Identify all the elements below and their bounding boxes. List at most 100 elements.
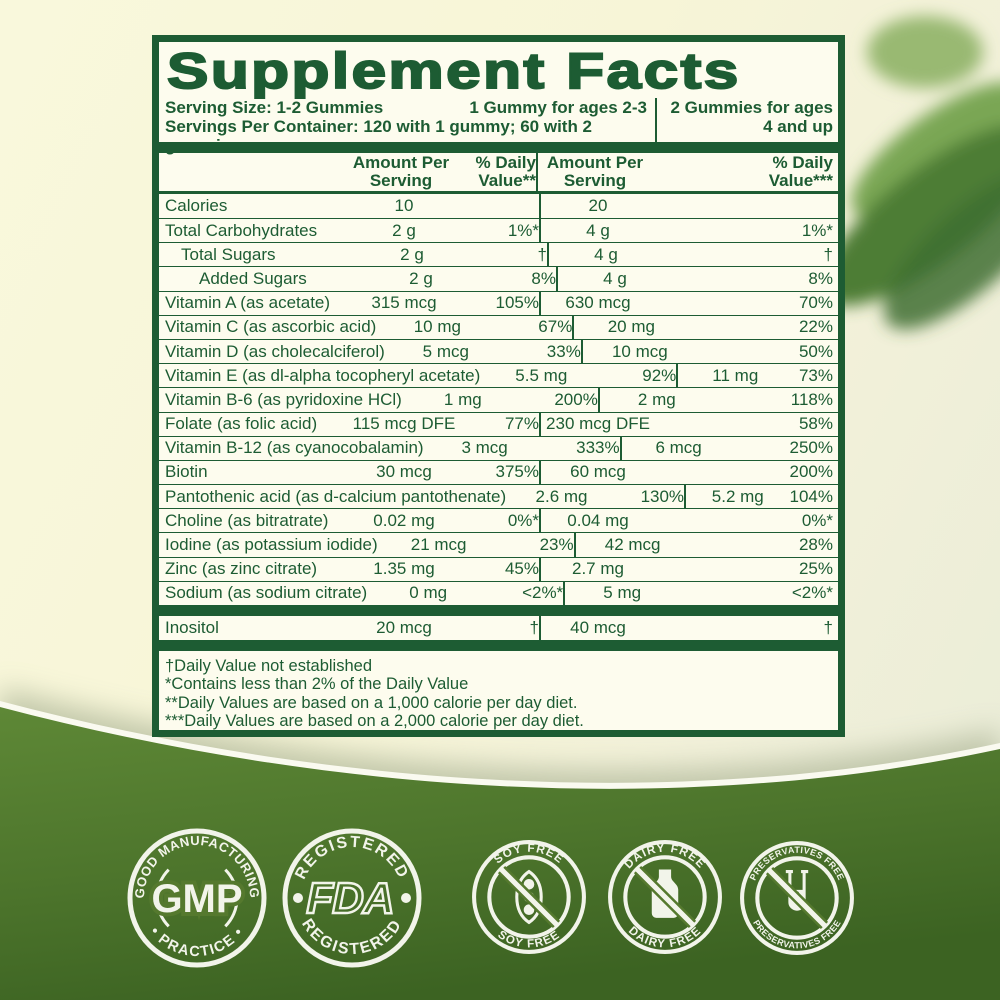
amount-1: 2 g [400,244,424,264]
nutrient-name: Vitamin E (as dl-alpha tocopheryl acetat… [165,365,481,385]
daily-value-1: 77% [504,414,539,434]
amount-1: 2 g [392,220,416,240]
badge-ring [127,828,267,968]
gmp-inner-arc [224,868,239,928]
amount-1: 21 mcg [410,535,467,555]
amount-2: 42 mcg [573,533,690,557]
column-headers: Amount Per Serving % Daily Value** Amount … [159,153,838,191]
daily-value-1: 0%* [507,510,539,530]
leaf-decoration [821,16,1000,330]
footnote-line: †Daily Value not established [165,657,372,676]
nutrient-name: Sodium (as sodium citrate) [165,583,368,603]
amount-1: 1.35 mg [373,559,435,579]
serving-size-line: Serving Size: 1-2 Gummies [165,98,384,117]
daily-value-1: 375% [495,462,539,482]
header-amount-per-serving-2: Amount Per Serving [536,153,652,191]
nutrient-name: Total Carbohydrates [165,220,318,240]
amount-2: 4 g [556,267,672,291]
daily-value-2: 70% [798,293,833,313]
amount-1: 30 mcg [376,462,432,482]
daily-value-2: 28% [798,535,833,555]
badge-ring [740,841,854,955]
nutrient-row: Added Sugars 2 g 8% 4 g 8% [159,266,838,291]
daily-value-1: 200% [554,389,598,409]
soy-top-arc-text: SOY FREE [492,842,566,867]
dairy-free-badge: DAIRY FREE DAIRY FREE [608,840,722,954]
amount-1: 10 mg [413,317,461,337]
daily-value-1: 105% [495,293,539,313]
amount-1: 0 mg [409,583,448,603]
amount-2: 11 mg [676,364,792,388]
header-daily-value-2: % Daily Value*** [768,152,833,190]
fda-registered-badge: FDA REGISTERED REGISTERED [282,828,422,968]
nutrient-name: Vitamin A (as acetate) [165,293,331,313]
daily-value-1: <2%* [522,583,564,603]
daily-value-2: 200% [789,462,833,482]
daily-value-2: 73% [798,365,833,385]
no-circle [487,855,571,939]
amount-2: 2.7 mg [539,557,655,581]
footnote-line: ***Daily Values are based on a 2,000 cal… [165,711,584,730]
serving-note-ages-4up-line2: 4 and up [763,117,833,136]
header-underline [159,190,838,194]
amount-2: 6 mcg [619,436,736,460]
header-amount-per-serving-1: Amount Per Serving [352,152,450,190]
daily-value-1: 92% [642,365,677,385]
amount-1: 115 mcg DFE [352,414,456,434]
no-circle [755,856,839,940]
amount-2: 5 mg [563,581,679,605]
daily-value-2: 50% [798,341,833,361]
nutrient-name: Vitamin B-12 (as cyanocobalamin) [165,438,424,458]
serving-note-ages-4up-line1: 2 Gummies for ages [670,98,833,117]
daily-value-1: 8% [531,268,556,288]
daily-value-1: 67% [538,317,573,337]
nutrient-name: Added Sugars [199,268,307,288]
badge-dot [293,893,303,903]
nutrient-row: Vitamin B-12 (as cyanocobalamin) 3 mcg 333… [159,435,838,460]
daily-value-2: 250% [789,438,833,458]
amount-2: 60 mcg [539,460,655,485]
badge-dot [401,893,411,903]
amount-2: 4 g [547,243,663,267]
amount-1: 2 g [409,268,433,288]
soy-free-badge: SOY FREE SOY FREE [472,840,586,954]
nutrient-row: Vitamin A (as acetate) 315 mcg 105% 630 mcg… [159,290,838,315]
amount-2: 630 mcg [539,291,655,315]
nutrient-name: Vitamin D (as cholecalciferol) [165,341,385,361]
nutrient-row: Choline (as bitratrate) 0.02 mg 0%* 0.04 mg… [159,508,838,533]
amount-1: 3 mcg [461,438,508,458]
amount-1: 1 mg [443,389,482,409]
serving-note-ages-2-3: 1 Gummy for ages 2-3 [469,98,647,117]
amount-2: 40 mcg [539,616,655,641]
nutrient-row: Calories 10 20 [159,193,838,218]
gmp-inner-arc [155,868,170,928]
nutrient-name: Calories [165,195,228,215]
divider-bar [159,142,838,153]
daily-value-1: 130% [640,486,685,506]
supplement-facts-label: Supplement Facts Serving Size: 1-2 Gummi… [152,35,845,737]
preservatives-free-badge: PRESERVATIVES FREE PRESERVATIVES FREE [740,841,854,955]
nutrient-name: Biotin [165,462,208,482]
footnote-line: **Daily Values are based on a 1,000 calo… [165,693,578,712]
nutrient-name: Zinc (as zinc citrate) [165,559,318,579]
nutrient-name: Total Sugars [181,244,276,264]
gmp-badge: GMP GOOD MANUFACTURING • PRACTICE • [127,828,267,968]
serving-right-column: 2 Gummies for ages 4 and up [655,98,838,142]
serving-info: Serving Size: 1-2 Gummies 1 Gummy for ag… [159,98,838,155]
badge-ring [472,840,586,954]
supplement-facts-title: Supplement Facts [166,43,741,99]
amount-2: 10 mcg [580,339,697,364]
daily-value-1: † [537,244,547,264]
daily-value-1: 45% [504,559,539,579]
slash [767,868,827,928]
nutrient-name: Pantothenic acid (as d-calcium pantothen… [165,486,507,506]
nutrient-row: Vitamin C (as ascorbic acid) 10 mg 67% 20 m… [159,314,838,339]
badge-ring [608,840,722,954]
daily-value-1: 333% [576,438,620,458]
nutrient-row: Total Carbohydrates 2 g 1%* 4 g 1%* [159,218,838,243]
amount-2: 2 mg [597,388,714,412]
gmp-center-text: GMP [151,877,242,921]
amount-2: 4 g [539,219,655,243]
amount-1: 20 mcg [376,618,432,638]
nutrient-row: Pantothenic acid (as d-calcium pantothen… [159,484,838,509]
